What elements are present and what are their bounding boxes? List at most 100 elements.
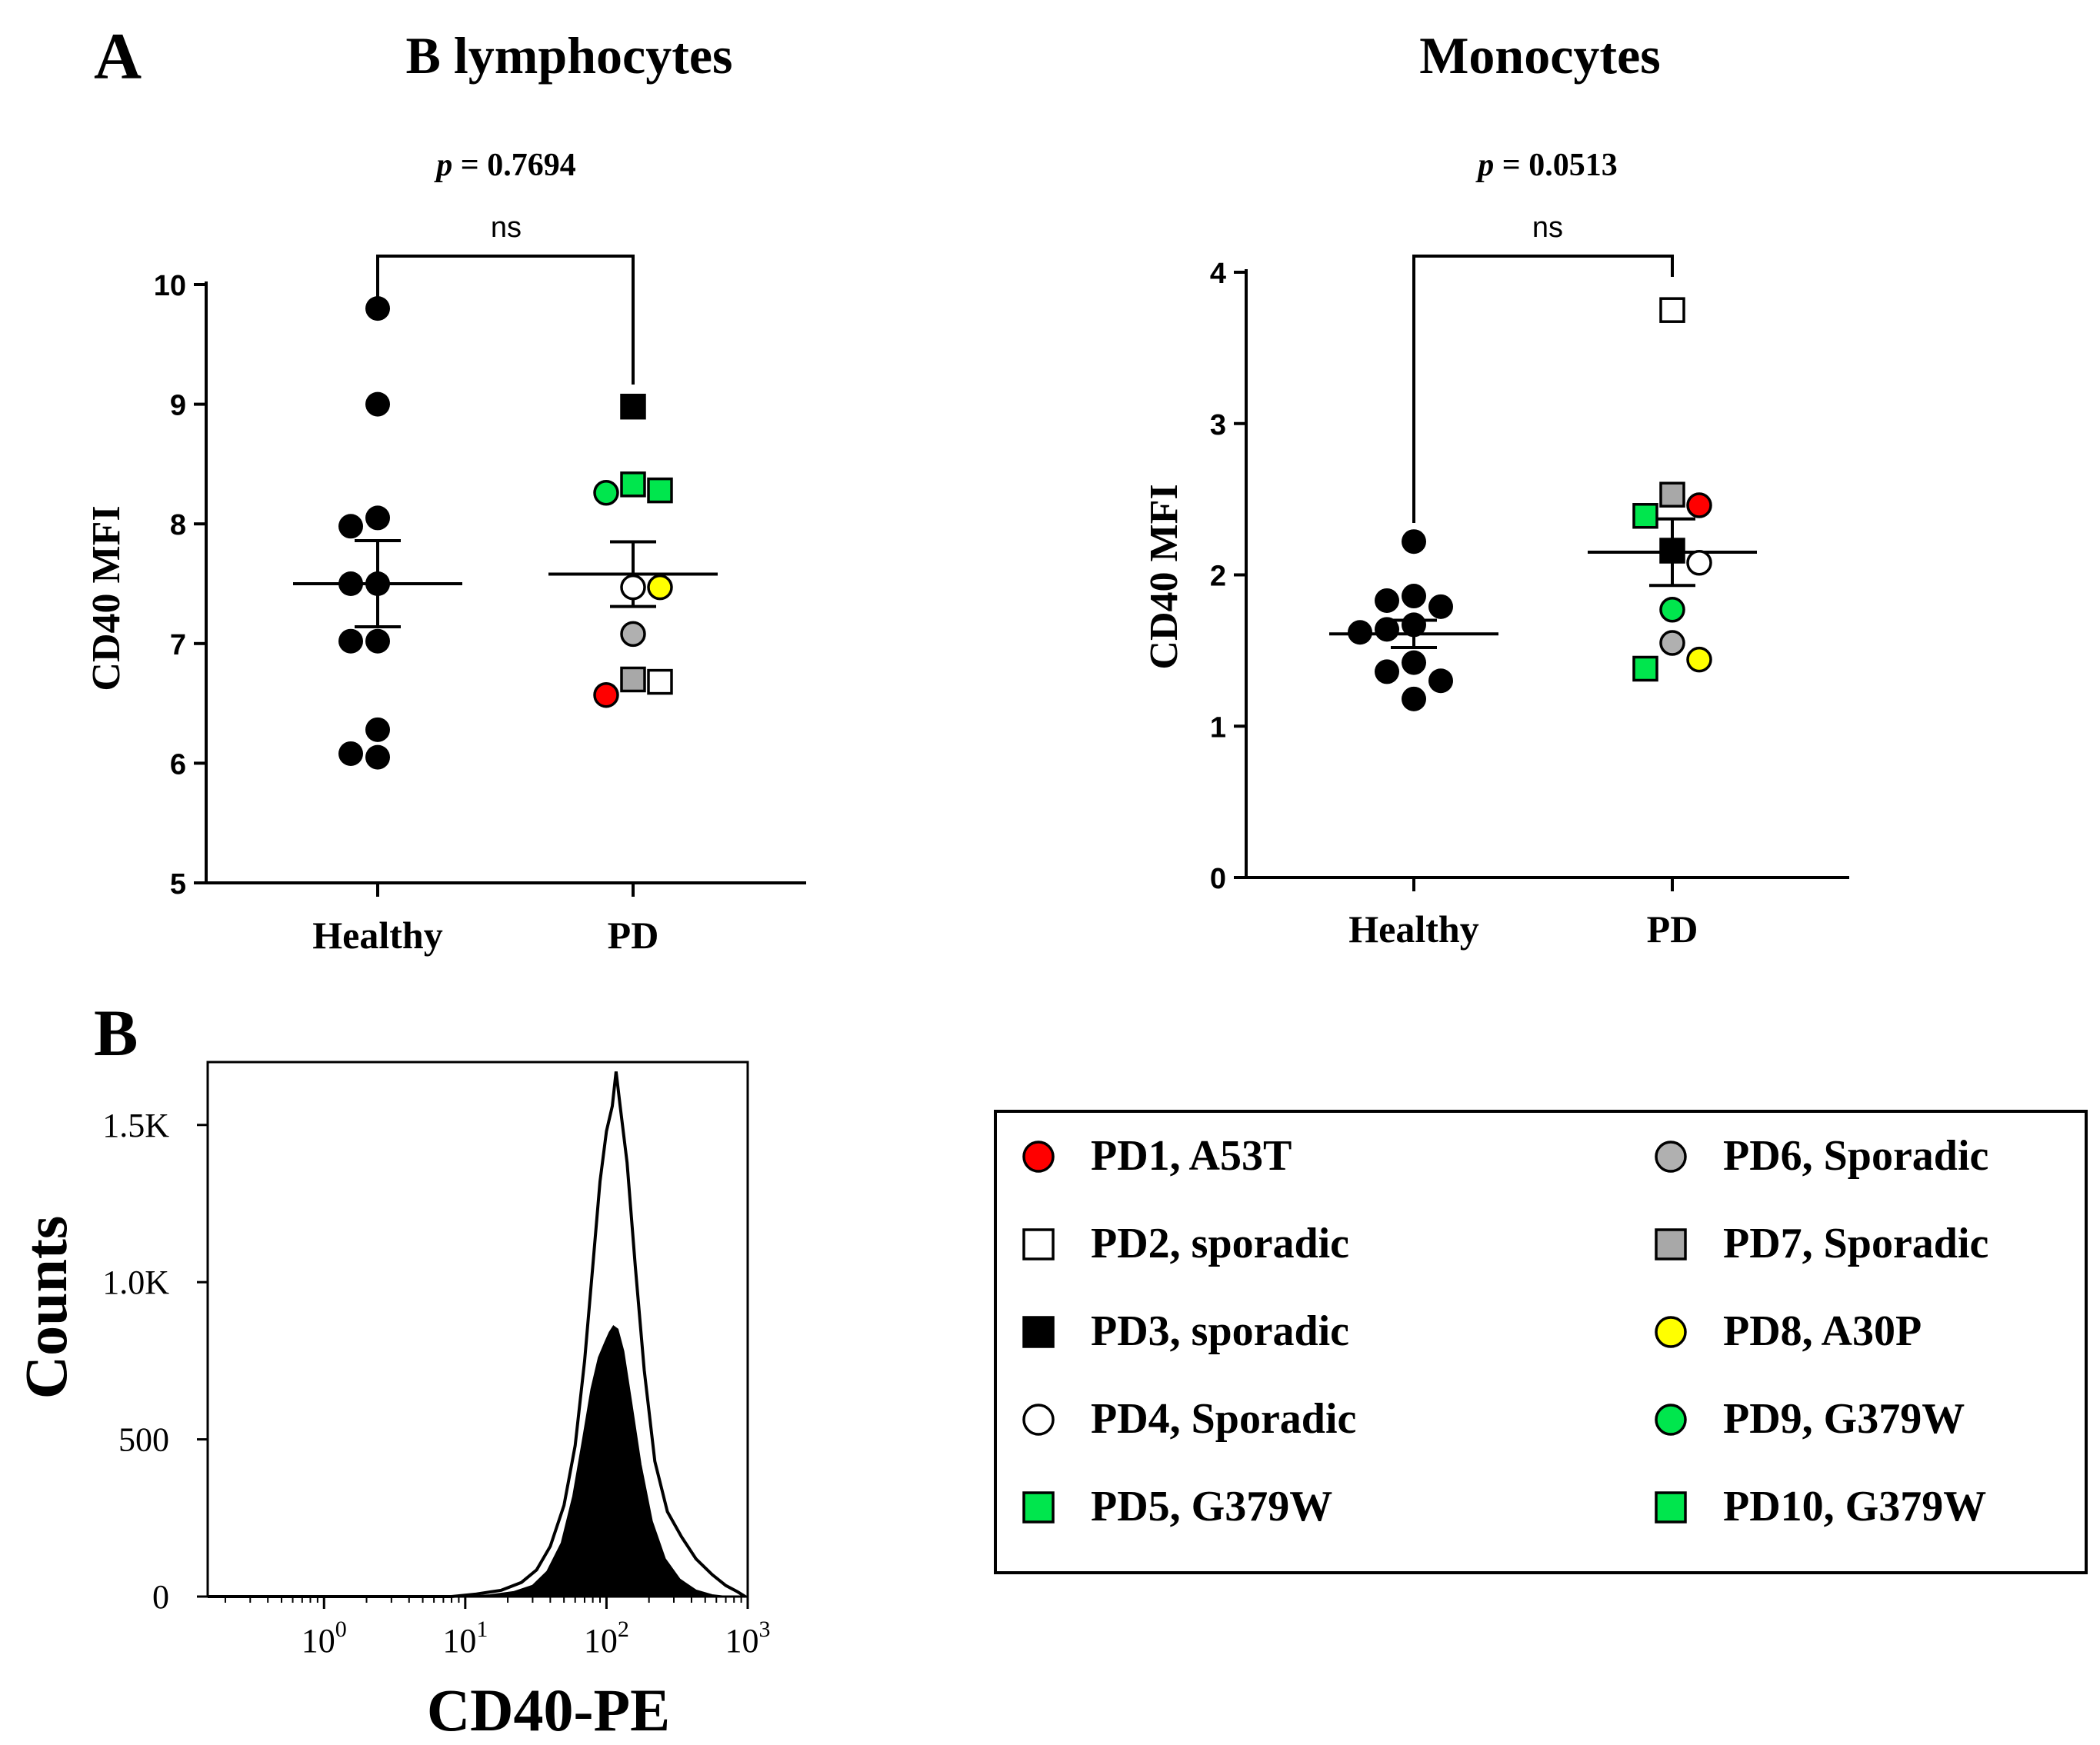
healthy-point	[338, 741, 363, 766]
panel-label-a: A	[94, 19, 142, 93]
y-axis-label: CD40 MFI	[1142, 484, 1186, 669]
tick-exponent: 1	[476, 1617, 488, 1642]
significance-bracket	[376, 255, 635, 385]
pd-point-pd7	[620, 666, 646, 693]
y-tick-label: 1.5K	[102, 1107, 169, 1144]
pd-point-pd3	[1659, 538, 1685, 564]
x-category-label: PD	[1647, 907, 1698, 951]
y-tick-label: 6	[170, 748, 186, 781]
pd-point-pd1	[1686, 492, 1712, 518]
x-tick-label: 103	[725, 1617, 771, 1660]
healthy-point	[365, 717, 390, 742]
healthy-point	[365, 296, 390, 321]
tick-exponent: 3	[759, 1617, 771, 1642]
y-tick-label: 10	[154, 270, 186, 302]
pd-point-pd4	[620, 574, 646, 601]
legend-label: PD10, G379W	[1723, 1483, 1986, 1530]
pd-point-pd2	[647, 668, 673, 695]
legend-frame	[994, 1110, 2088, 1574]
legend-marker-pd2	[1022, 1228, 1055, 1260]
legend-label: PD9, G379W	[1723, 1395, 1965, 1443]
x-category-label: PD	[608, 914, 659, 957]
x-tick-label: 102	[584, 1617, 629, 1660]
legend-label: PD7, Sporadic	[1723, 1220, 1988, 1267]
pd-point-pd9	[593, 479, 619, 506]
legend-label: PD3, sporadic	[1091, 1307, 1349, 1355]
y-tick-label: 1.0K	[102, 1264, 169, 1301]
y-axis-label: Counts	[12, 1216, 79, 1399]
significance-label: ns	[1532, 211, 1563, 244]
pd-point-pd8	[647, 574, 673, 601]
pd-point-pd4	[1686, 550, 1712, 576]
healthy-point	[338, 571, 363, 596]
pd-point-pd1	[593, 681, 619, 708]
y-tick-label: 5	[170, 868, 186, 901]
healthy-point	[338, 514, 363, 539]
pd-point-pd7	[1659, 481, 1685, 508]
healthy-point	[1402, 650, 1426, 675]
legend-label: PD1, A53T	[1091, 1132, 1292, 1180]
tick-exponent: 0	[335, 1617, 347, 1642]
healthy-point	[365, 628, 390, 654]
healthy-point	[1375, 659, 1399, 684]
histogram-outline-series	[208, 1071, 746, 1598]
legend-marker-pd8	[1655, 1316, 1687, 1348]
plot-area: 0 1 2 3 4	[1210, 255, 1849, 895]
tick-base: 10	[584, 1622, 618, 1660]
legend-item: PD2, sporadic	[1022, 1220, 1349, 1267]
y-tick-label: 4	[1210, 258, 1226, 290]
chart-title: B lymphocytes	[406, 26, 733, 85]
healthy-point	[1375, 617, 1399, 642]
y-tick-label: 3	[1210, 409, 1226, 441]
panel-label-b: B	[94, 996, 138, 1070]
plot-area: 5 6 7 8 9 10	[154, 255, 806, 901]
healthy-point	[365, 391, 390, 417]
y-tick-label: 0	[1210, 863, 1226, 895]
legend-label: PD4, Sporadic	[1091, 1395, 1356, 1443]
legend-marker-pd10	[1655, 1491, 1687, 1524]
p-value-label: p = 0.7694	[434, 148, 575, 183]
healthy-point	[1402, 584, 1426, 609]
legend-item: PD6, Sporadic	[1655, 1132, 1988, 1180]
p-symbol: p	[434, 148, 452, 183]
histogram-filled-series	[208, 1324, 745, 1597]
legend-marker-pd1	[1022, 1141, 1055, 1173]
healthy-point	[365, 505, 390, 531]
healthy-point	[1348, 620, 1372, 645]
legend-item: PD7, Sporadic	[1655, 1220, 1988, 1267]
significance-label: ns	[491, 211, 522, 244]
significance-bracket	[1412, 255, 1674, 523]
pd-point-pd9	[1659, 597, 1685, 623]
pd-point-pd5	[1632, 655, 1658, 682]
legend-item: PD4, Sporadic	[1022, 1395, 1356, 1443]
pd-point-pd3	[620, 393, 646, 420]
legend-marker-pd7	[1655, 1228, 1687, 1260]
legend-item: PD10, G379W	[1655, 1483, 1986, 1530]
pd-point-pd8	[1686, 646, 1712, 673]
healthy-point	[1428, 594, 1453, 619]
pd-point-pd6	[620, 621, 646, 648]
legend-label: PD8, A30P	[1723, 1307, 1922, 1355]
y-tick-label: 2	[1210, 561, 1226, 593]
y-tick-label: 0	[152, 1578, 169, 1616]
p-value-number: = 0.0513	[1494, 148, 1617, 183]
legend-item: PD5, G379W	[1022, 1483, 1332, 1530]
healthy-point	[365, 571, 390, 596]
y-tick-label: 7	[170, 629, 186, 661]
pd-point-pd2	[1659, 297, 1685, 323]
monocytes-chart: Monocytes p = 0.0513 ns CD40 MFI Healthy…	[1142, 26, 1849, 951]
legend-marker-pd5	[1022, 1491, 1055, 1524]
healthy-point	[338, 628, 363, 654]
p-value-label: p = 0.0513	[1475, 148, 1617, 183]
legend-item: PD3, sporadic	[1022, 1307, 1349, 1355]
chart-title: Monocytes	[1419, 26, 1660, 85]
p-value-number: = 0.7694	[452, 148, 575, 183]
tick-exponent: 2	[618, 1617, 629, 1642]
legend-label: PD5, G379W	[1091, 1483, 1332, 1530]
y-axis-label: CD40 MFI	[85, 505, 128, 691]
y-tick-label: 500	[118, 1421, 169, 1459]
legend-label: PD6, Sporadic	[1723, 1132, 1988, 1180]
x-axis-label: CD40-PE	[427, 1677, 670, 1743]
